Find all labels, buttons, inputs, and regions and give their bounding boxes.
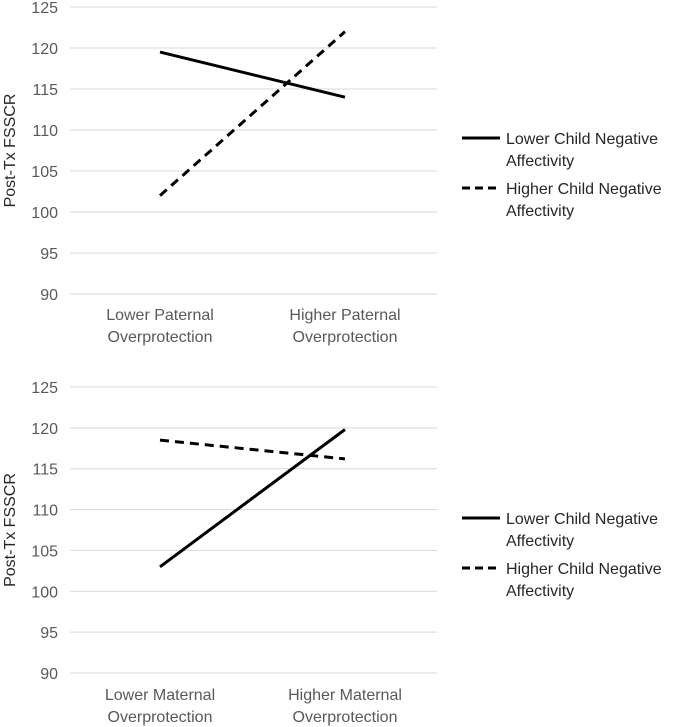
y-axis-label: Post-Tx FSSCR	[2, 94, 19, 208]
x-category-label: Overprotection	[108, 709, 213, 726]
y-tick-label: 95	[40, 625, 58, 642]
y-tick-label: 125	[31, 0, 58, 17]
x-category-label: Overprotection	[293, 329, 398, 346]
x-category-label: Overprotection	[108, 329, 213, 346]
legend-label-2: Higher Child Negative	[506, 561, 662, 578]
y-tick-label: 115	[32, 462, 58, 479]
y-tick-label: 100	[31, 205, 58, 222]
y-axis-label: Post-Tx FSSCR	[2, 473, 19, 587]
y-tick-label: 105	[31, 543, 58, 560]
y-tick-label: 120	[31, 41, 58, 58]
legend-label-2: Higher Child Negative	[506, 181, 662, 198]
legend-label-1: Lower Child Negative	[506, 511, 658, 528]
legend-label-1: Lower Child Negative	[506, 131, 658, 148]
x-category-label: Higher Paternal	[289, 307, 400, 324]
x-category-label: Lower Maternal	[105, 687, 215, 704]
legend-label-2: Affectivity	[506, 583, 574, 600]
y-tick-label: 100	[31, 584, 58, 601]
x-category-label: Lower Paternal	[106, 307, 214, 324]
series-line-2	[159, 438, 346, 461]
y-tick-label: 115	[32, 82, 58, 99]
y-tick-label: 105	[31, 164, 58, 181]
chart-panel-1: 90 95 100 105 110 115 120 125 Post-Tx FSSCR Lower…	[2, 0, 662, 346]
x-category-label: Higher Maternal	[288, 687, 402, 704]
legend-label-2: Affectivity	[506, 203, 574, 220]
y-tick-label: 120	[31, 421, 58, 438]
y-tick-label: 125	[31, 380, 58, 397]
legend-label-1: Affectivity	[506, 533, 574, 550]
y-tick-label: 110	[32, 503, 58, 520]
legend-label-1: Affectivity	[506, 153, 574, 170]
y-tick-label: 110	[32, 123, 58, 140]
y-tick-label: 90	[40, 287, 58, 304]
y-tick-label: 95	[40, 246, 58, 263]
x-category-label: Overprotection	[293, 709, 398, 726]
series-line-1	[159, 50, 346, 99]
series-line-1	[159, 428, 346, 568]
series-line-2	[159, 30, 346, 197]
y-tick-label: 90	[40, 666, 58, 683]
chart-panel-2: 90 95 100 105 110 115 120 125 Post-Tx FSSCR Lower…	[2, 380, 662, 726]
